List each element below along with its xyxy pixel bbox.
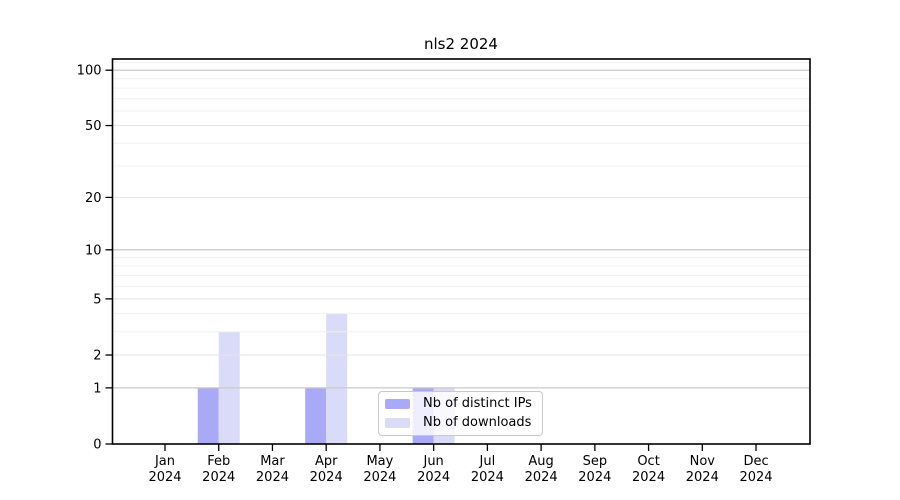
x-tick-label: Feb 2024 <box>202 454 235 485</box>
legend-item-distinct-ips: Nb of distinct IPs <box>385 396 536 412</box>
x-tick-label: Jun 2024 <box>417 454 450 485</box>
y-tick-label: 5 <box>93 292 101 307</box>
legend-swatch-downloads <box>385 417 410 428</box>
bar-distinct-ips <box>197 387 219 444</box>
y-tick-label: 100 <box>77 64 102 79</box>
y-tick-label: 20 <box>85 191 102 206</box>
x-tick-label: May 2024 <box>363 454 396 485</box>
x-tick-label: Sep 2024 <box>578 454 611 485</box>
bar-distinct-ips <box>305 387 327 444</box>
chart-title: nls2 2024 <box>424 35 498 53</box>
x-tick-label: Jan 2024 <box>148 454 181 485</box>
x-tick-label: Aug 2024 <box>525 454 558 485</box>
x-tick-label: Mar 2024 <box>256 454 289 485</box>
legend-swatch-distinct-ips <box>385 399 410 410</box>
x-tick-label: Oct 2024 <box>632 454 665 485</box>
x-tick-label: Apr 2024 <box>310 454 343 485</box>
x-tick-label: Nov 2024 <box>686 454 719 485</box>
y-tick-label: 50 <box>85 119 102 134</box>
legend: Nb of distinct IPs Nb of downloads <box>378 391 543 436</box>
y-tick-label: 0 <box>93 438 101 453</box>
plot-border <box>111 58 811 445</box>
bar-downloads <box>326 313 348 444</box>
y-tick-label: 1 <box>93 381 101 396</box>
legend-label-distinct-ips: Nb of distinct IPs <box>423 396 532 412</box>
x-tick-label: Jul 2024 <box>471 454 504 485</box>
legend-item-downloads: Nb of downloads <box>385 415 536 431</box>
x-tick-label: Dec 2024 <box>739 454 772 485</box>
legend-label-downloads: Nb of downloads <box>423 414 532 430</box>
y-tick-label: 2 <box>93 349 101 364</box>
y-tick-label: 10 <box>85 243 102 258</box>
